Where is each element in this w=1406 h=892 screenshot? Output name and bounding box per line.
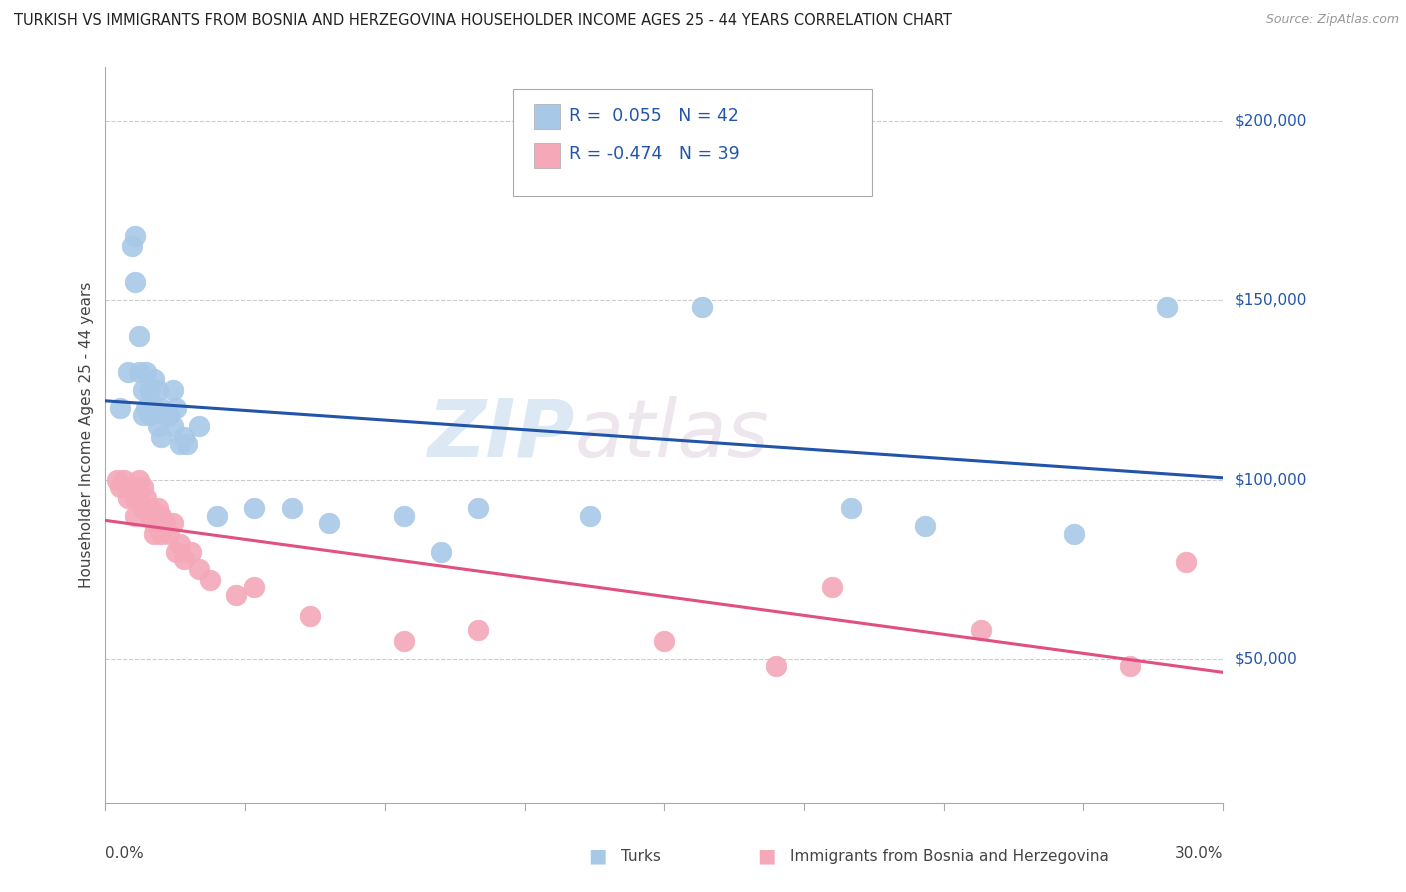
Point	[821, 581, 844, 595]
Point	[187, 418, 209, 433]
Point	[139, 383, 162, 397]
Point	[150, 508, 173, 523]
Point	[128, 491, 150, 505]
Text: Immigrants from Bosnia and Herzegovina: Immigrants from Bosnia and Herzegovina	[790, 849, 1109, 863]
Point	[198, 573, 221, 587]
Point	[579, 508, 602, 523]
Point	[205, 508, 228, 523]
Point	[318, 516, 340, 530]
Point	[1063, 526, 1085, 541]
Point	[124, 491, 146, 505]
Point	[121, 480, 143, 494]
Point	[169, 437, 191, 451]
Point	[139, 408, 162, 422]
Point	[1156, 301, 1178, 315]
Point	[153, 408, 176, 422]
Point	[128, 473, 150, 487]
Point	[162, 418, 184, 433]
Point	[124, 228, 146, 243]
Point	[169, 537, 191, 551]
Point	[132, 480, 155, 494]
Point	[299, 609, 322, 624]
Point	[128, 365, 150, 379]
Text: 0.0%: 0.0%	[105, 846, 145, 861]
Point	[139, 508, 162, 523]
Point	[117, 491, 139, 505]
Point	[146, 418, 169, 433]
Point	[132, 383, 155, 397]
Point	[110, 480, 132, 494]
Point	[392, 508, 415, 523]
Point	[124, 508, 146, 523]
Point	[392, 634, 415, 648]
Point	[165, 544, 187, 558]
Point	[652, 634, 676, 648]
Point	[243, 501, 266, 516]
Point	[121, 239, 143, 253]
Text: $200,000: $200,000	[1234, 113, 1306, 128]
Point	[180, 544, 202, 558]
Point	[128, 329, 150, 343]
Point	[150, 401, 173, 415]
Point	[105, 473, 128, 487]
Point	[162, 516, 184, 530]
Point	[132, 408, 155, 422]
Point	[153, 516, 176, 530]
Point	[135, 365, 157, 379]
Point	[146, 383, 169, 397]
Point	[173, 551, 195, 566]
Point	[173, 430, 195, 444]
Point	[467, 624, 489, 638]
Text: Turks: Turks	[621, 849, 661, 863]
Text: $50,000: $50,000	[1234, 652, 1298, 666]
Point	[139, 501, 162, 516]
Point	[1119, 659, 1142, 673]
Point	[112, 473, 135, 487]
Point	[146, 501, 169, 516]
Point	[523, 168, 546, 182]
Point	[243, 581, 266, 595]
Text: $150,000: $150,000	[1234, 293, 1306, 308]
Point	[839, 501, 862, 516]
Point	[142, 372, 165, 386]
Y-axis label: Householder Income Ages 25 - 44 years: Householder Income Ages 25 - 44 years	[79, 282, 94, 588]
Point	[157, 408, 180, 422]
Point	[765, 659, 787, 673]
Text: Source: ZipAtlas.com: Source: ZipAtlas.com	[1265, 13, 1399, 27]
Point	[157, 526, 180, 541]
Text: R = -0.474   N = 39: R = -0.474 N = 39	[569, 145, 740, 163]
Point	[117, 365, 139, 379]
Point	[165, 401, 187, 415]
Point	[142, 526, 165, 541]
Text: ■: ■	[588, 847, 607, 866]
Text: atlas: atlas	[575, 396, 769, 474]
Point	[970, 624, 993, 638]
Text: $100,000: $100,000	[1234, 472, 1306, 487]
Point	[690, 301, 713, 315]
Point	[132, 501, 155, 516]
Point	[225, 588, 247, 602]
Point	[914, 519, 936, 533]
Point	[124, 275, 146, 289]
Point	[135, 491, 157, 505]
Point	[150, 526, 173, 541]
Point	[176, 437, 198, 451]
Point	[135, 401, 157, 415]
Point	[467, 501, 489, 516]
Point	[110, 401, 132, 415]
Text: TURKISH VS IMMIGRANTS FROM BOSNIA AND HERZEGOVINA HOUSEHOLDER INCOME AGES 25 - 4: TURKISH VS IMMIGRANTS FROM BOSNIA AND HE…	[14, 13, 952, 29]
Point	[142, 401, 165, 415]
Point	[150, 430, 173, 444]
Point	[430, 544, 453, 558]
Text: R =  0.055   N = 42: R = 0.055 N = 42	[569, 107, 740, 125]
Point	[281, 501, 304, 516]
Text: ■: ■	[756, 847, 776, 866]
Point	[142, 516, 165, 530]
Point	[1175, 555, 1198, 569]
Text: ZIP: ZIP	[427, 396, 575, 474]
Text: 30.0%: 30.0%	[1175, 846, 1223, 861]
Point	[162, 383, 184, 397]
Point	[187, 562, 209, 576]
